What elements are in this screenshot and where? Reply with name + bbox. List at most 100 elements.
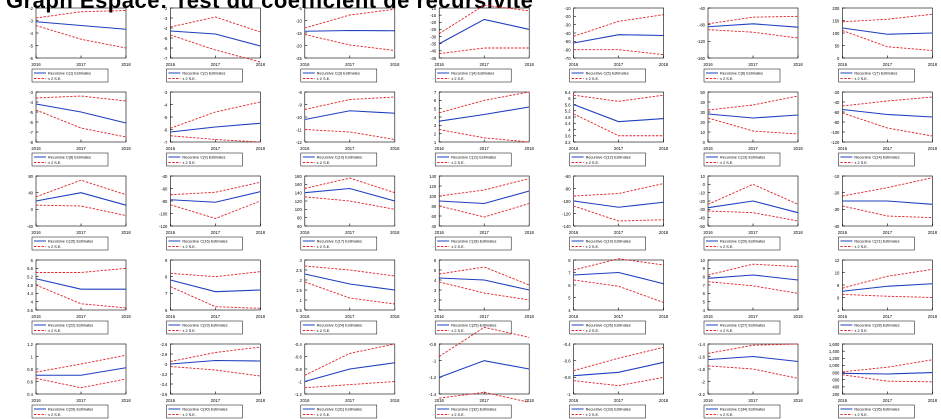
y-tick-label: -0.6: [295, 354, 303, 359]
y-tick-label: -40: [161, 174, 168, 179]
legend-band-label: ± 2 S.E.: [854, 245, 867, 249]
plot-frame: [35, 259, 127, 311]
band-line: [170, 200, 261, 219]
x-tick-label: 2017: [748, 314, 758, 319]
y-tick-label: 2: [299, 278, 302, 283]
y-tick-label: -1.2: [429, 375, 437, 380]
y-tick-label: -4: [164, 26, 168, 31]
legend-box: [300, 236, 378, 251]
y-tick-label: 8: [837, 283, 840, 288]
plot-frame: [35, 343, 127, 395]
y-tick-label: -80: [565, 186, 572, 191]
y-tick-label: -4: [164, 102, 168, 107]
y-tick-label: -2: [29, 6, 33, 11]
y-tick-label: 4: [568, 308, 571, 313]
y-tick-label: 120: [295, 199, 303, 204]
x-tick-label: 2016: [300, 230, 310, 235]
chart-panel-c29: 0.4 0.6 0.8 1 1.2 2016 2017 2018 Recursive C(29)…: [27, 342, 131, 419]
band-line: [573, 376, 664, 387]
y-tick-label: -50: [565, 39, 572, 44]
plot-frame: [438, 91, 530, 143]
y-tick-label: 40: [28, 190, 33, 195]
y-tick-label: 120: [429, 184, 437, 189]
band-line: [35, 95, 127, 102]
y-tick-label: -60: [833, 110, 840, 115]
x-tick-label: 2018: [256, 314, 266, 319]
y-tick-label: -15: [430, 13, 437, 18]
y-tick-label: -35: [430, 42, 437, 47]
legend: Recursive C(31) Estimates± 2 S.E.: [300, 404, 378, 419]
estimate-line: [304, 362, 395, 383]
legend-box: [703, 152, 781, 167]
x-tick-label: 2016: [31, 62, 41, 67]
x-tick-label: 2018: [390, 146, 400, 151]
legend-box: [434, 152, 512, 167]
x-tick-label: 2016: [300, 62, 310, 67]
chart-panel-c14: -120 -100 -80 -60 -40 -20 2016 2017 2018 Recursiv…: [831, 90, 938, 167]
legend-band-label: ± 2 S.E.: [182, 329, 195, 333]
x-tick-label: 2016: [838, 314, 848, 319]
chart-panel-c3: -25 -20 -15 -10 -5 2016 2017 2018 Recursive C(3)…: [296, 6, 400, 83]
x-tick-label: 2016: [435, 230, 445, 235]
legend: Recursive C(12) Estimates± 2 S.E.: [569, 152, 646, 167]
band-line: [842, 13, 933, 23]
y-tick-label: -4: [29, 31, 33, 36]
plot-frame: [573, 175, 664, 227]
legend-box: [569, 320, 646, 335]
y-tick-label: 6: [568, 283, 571, 288]
legend-box: [434, 320, 512, 335]
y-tick-label: -5: [164, 36, 168, 41]
y-tick-label: 4: [434, 278, 437, 283]
y-tick-label: 80: [297, 215, 302, 220]
band-line: [707, 365, 799, 379]
chart-panel-c34: -2.2 -2 -1.8 -1.6 -1.4 2016 2017 2018 Recursive …: [698, 342, 803, 419]
y-tick-label: 1: [31, 354, 34, 359]
estimate-line: [438, 18, 530, 45]
legend-band-label: ± 2 S.E.: [317, 329, 330, 333]
legend-box: [300, 404, 378, 419]
y-tick-label: 30: [700, 110, 705, 115]
y-tick-label: -4: [29, 100, 33, 105]
x-tick-label: 2016: [166, 146, 176, 151]
x-tick-label: 2018: [390, 230, 400, 235]
x-tick-label: 2018: [928, 62, 938, 67]
legend-box: [569, 404, 646, 419]
legend-band-label: ± 2 S.E.: [48, 161, 61, 165]
y-tick-label: -15: [296, 31, 303, 36]
legend-band-label: ± 2 S.E.: [182, 245, 195, 249]
estimate-line: [170, 122, 261, 133]
band-line: [170, 181, 261, 196]
x-tick-label: 2018: [928, 230, 938, 235]
x-tick-label: 2018: [121, 146, 131, 151]
band-line: [573, 205, 664, 222]
band-line: [35, 284, 127, 309]
x-tick-label: 2018: [793, 146, 803, 151]
plot-frame: [707, 7, 799, 59]
legend-band-label: ± 2 S.E.: [317, 245, 330, 249]
y-tick-label: -40: [833, 100, 840, 105]
y-tick-label: 200: [832, 392, 840, 397]
y-tick-label: 5.6: [565, 102, 571, 107]
band-line: [573, 258, 664, 271]
band-line: [707, 343, 799, 354]
band-line: [35, 179, 127, 198]
legend-box: [703, 404, 781, 419]
band-line: [304, 34, 395, 51]
plot-frame: [707, 259, 799, 311]
y-tick-label: -6: [29, 120, 33, 125]
x-tick-label: 2017: [211, 146, 221, 151]
legend-estimate-label: Recursive C(7) Estimates: [854, 72, 897, 76]
legend-band-label: ± 2 S.E.: [854, 77, 867, 81]
legend-box: [31, 68, 109, 83]
y-tick-label: 5: [434, 268, 437, 273]
legend-band-label: ± 2 S.E.: [720, 161, 733, 165]
y-tick-label: 4.4: [27, 291, 33, 296]
chart-panel-c31: -1.2 -1 -0.8 -0.6 -0.4 2016 2017 2018 Recursive …: [295, 342, 400, 419]
y-tick-label: -3.2: [160, 372, 168, 377]
plot-frame: [304, 7, 396, 59]
estimate-line: [842, 27, 933, 35]
x-tick-label: 2016: [31, 146, 41, 151]
y-tick-label: 0: [31, 207, 34, 212]
x-tick-label: 2018: [659, 146, 669, 151]
